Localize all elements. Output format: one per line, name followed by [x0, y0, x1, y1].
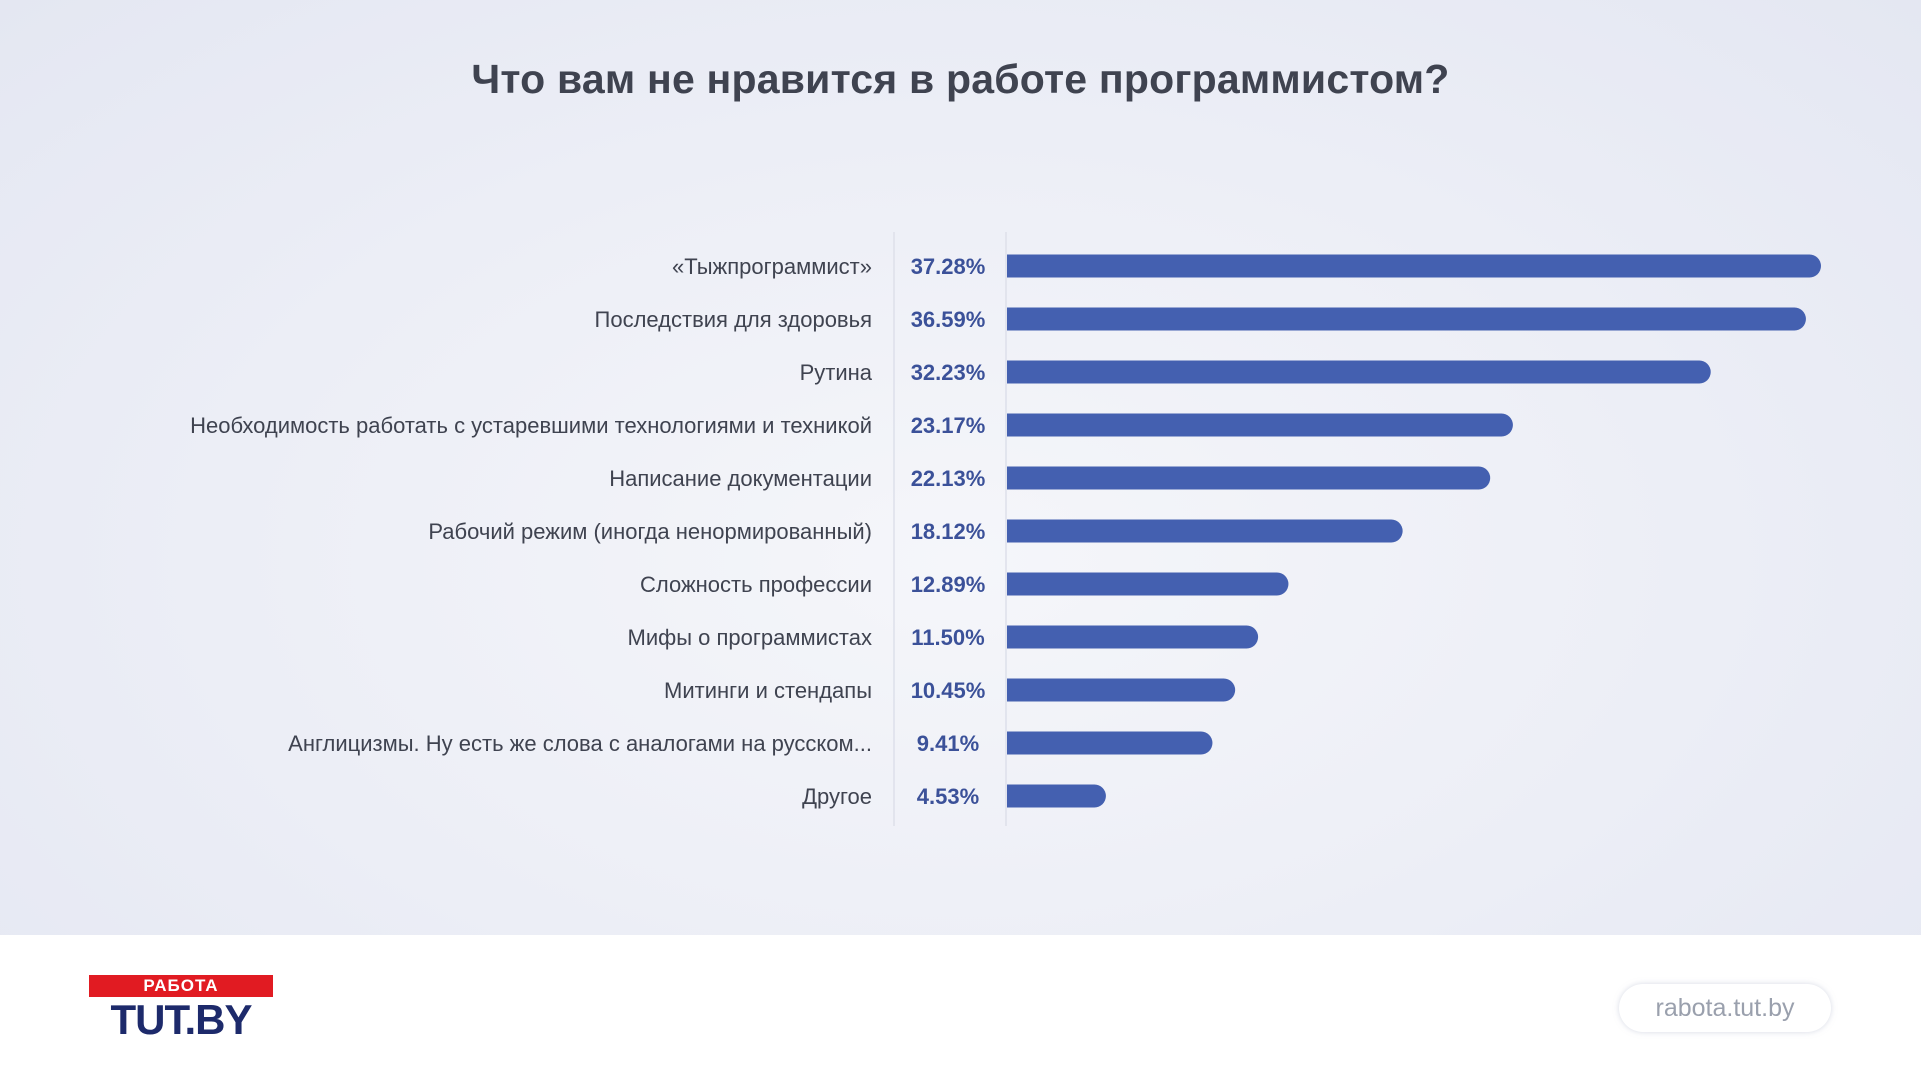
- chart-panel: Что вам не нравится в работе программист…: [0, 0, 1921, 935]
- category-label: Англицизмы. Ну есть же слова с аналогами…: [288, 731, 872, 756]
- chart-title: Что вам не нравится в работе программист…: [471, 56, 1450, 102]
- bar-left-cap: [1007, 466, 1030, 490]
- bar: [1007, 360, 1711, 384]
- category-label: Последствия для здоровья: [595, 307, 872, 332]
- bar-left-cap: [1007, 678, 1030, 702]
- value-label: 10.45%: [911, 678, 986, 703]
- category-label: Рутина: [800, 360, 873, 385]
- bar: [1007, 466, 1491, 490]
- logo-top-label: РАБОТА: [89, 975, 273, 997]
- category-label: Необходимость работать с устаревшими тех…: [190, 413, 872, 438]
- bar-left-cap: [1007, 519, 1030, 543]
- bar: [1007, 731, 1213, 755]
- bar: [1007, 678, 1236, 702]
- bar: [1007, 572, 1289, 596]
- rabota-tut-by-logo[interactable]: РАБОТА TUT.BY: [89, 975, 273, 1043]
- bar-left-cap: [1007, 731, 1030, 755]
- bar: [1007, 784, 1106, 808]
- value-label: 23.17%: [911, 413, 986, 438]
- footer: [0, 935, 1921, 1081]
- bar-left-cap: [1007, 784, 1030, 808]
- value-label: 12.89%: [911, 572, 986, 597]
- value-label: 22.13%: [911, 466, 986, 491]
- bar-left-cap: [1007, 625, 1030, 649]
- bar-left-cap: [1007, 572, 1030, 596]
- value-label: 11.50%: [911, 625, 984, 650]
- value-label: 36.59%: [911, 307, 986, 332]
- category-label: Написание документации: [609, 466, 872, 491]
- bar-left-cap: [1007, 254, 1030, 278]
- bar-left-cap: [1007, 307, 1030, 331]
- category-label: «Тыжпрограммист»: [672, 254, 872, 279]
- bar: [1007, 307, 1806, 331]
- category-label: Митинги и стендапы: [664, 678, 872, 703]
- bar: [1007, 625, 1259, 649]
- bar: [1007, 254, 1821, 278]
- value-label: 32.23%: [911, 360, 986, 385]
- category-label: Другое: [802, 784, 872, 809]
- category-label: Рабочий режим (иногда ненормированный): [428, 519, 872, 544]
- value-label: 18.12%: [911, 519, 986, 544]
- bar-left-cap: [1007, 360, 1030, 384]
- bar: [1007, 413, 1513, 437]
- value-label: 4.53%: [917, 784, 979, 809]
- bar-chart: «Тыжпрограммист» 37.28% Последствия для зд…: [190, 232, 1821, 826]
- category-label: Мифы о программистах: [628, 625, 872, 650]
- bar: [1007, 519, 1403, 543]
- value-label: 9.41%: [917, 731, 979, 756]
- category-label: Сложность профессии: [640, 572, 872, 597]
- value-label: 37.28%: [911, 254, 986, 279]
- logo-bottom-label: TUT.BY: [110, 996, 253, 1043]
- site-link[interactable]: rabota.tut.by: [1619, 984, 1831, 1032]
- bar-left-cap: [1007, 413, 1030, 437]
